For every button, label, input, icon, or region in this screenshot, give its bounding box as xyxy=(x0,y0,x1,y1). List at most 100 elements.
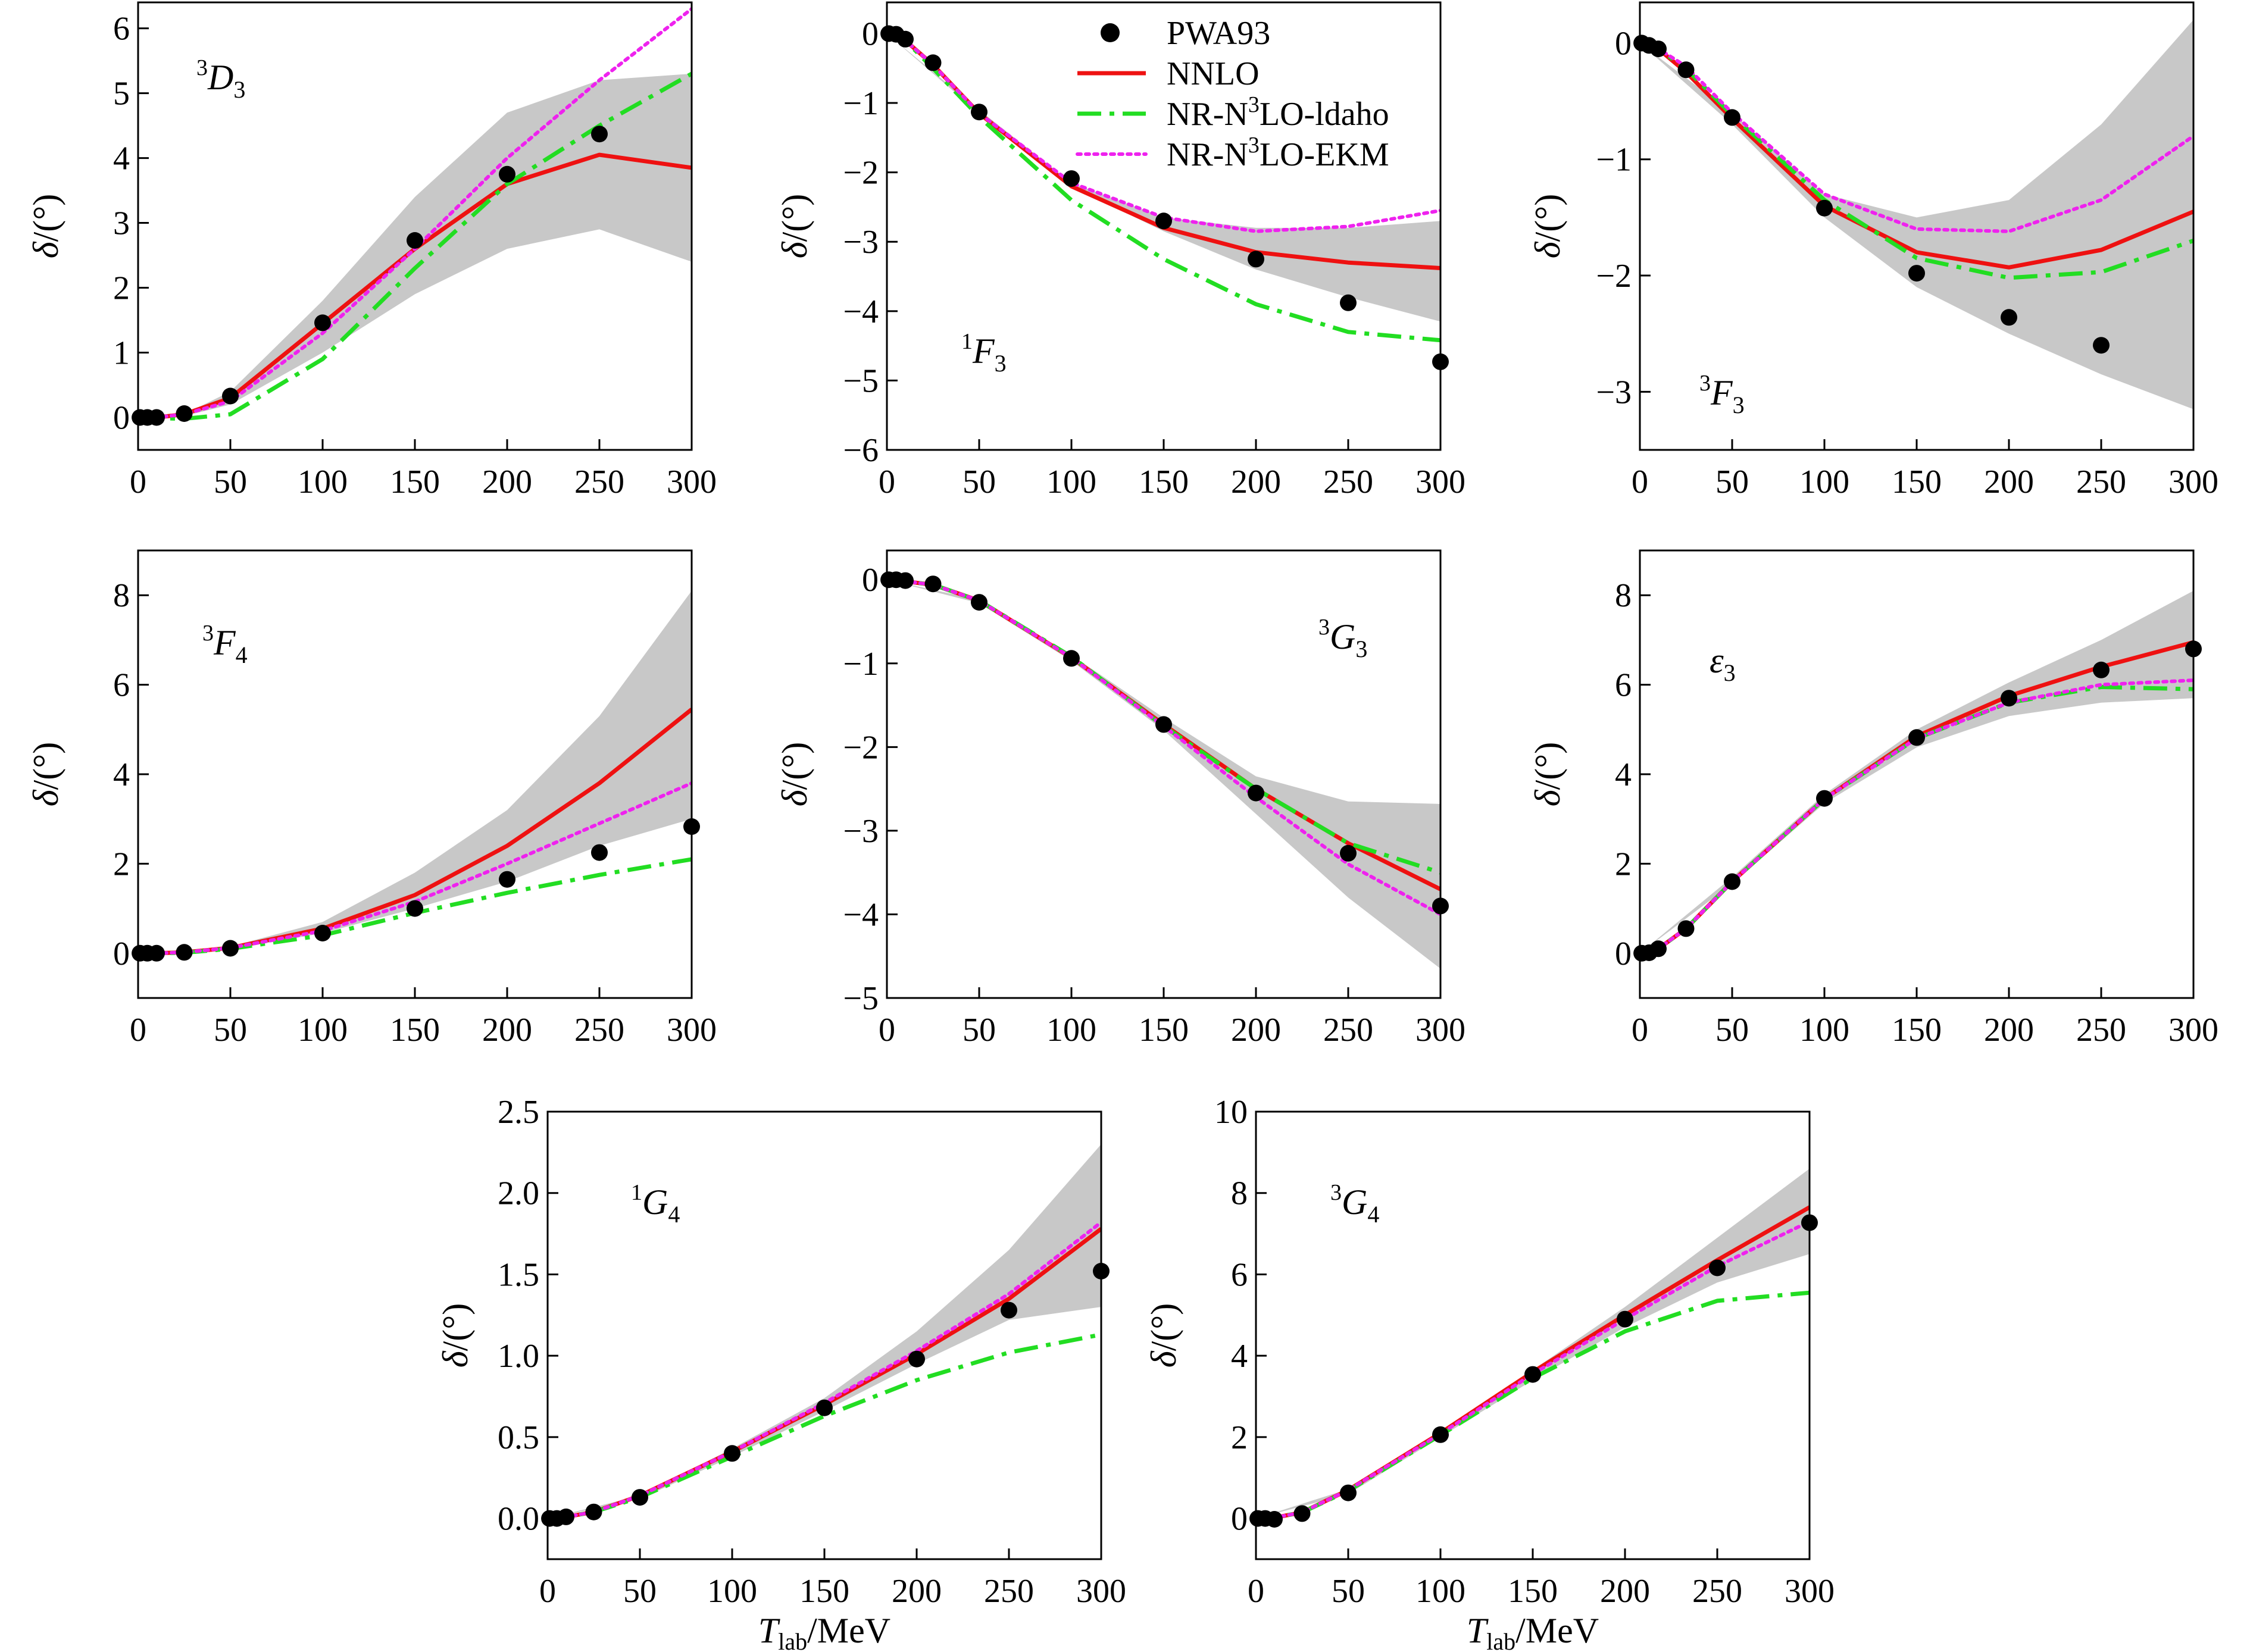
panel-3G3: 0 50 100 150 200 250 300 0 −1 −2 −3 −4 −5 δ/(°) 3G3 xyxy=(775,549,1465,1049)
y-tick-label: 6 xyxy=(113,11,130,48)
axes-frame xyxy=(1255,1110,1811,1560)
x-tick-label: 250 xyxy=(2076,1012,2126,1049)
x-tick-label: 100 xyxy=(1799,464,1849,500)
y-tick-label: 2 xyxy=(1615,846,1632,883)
x-tick-label: 0 xyxy=(1632,1012,1648,1049)
y-tick-label: 0 xyxy=(113,935,130,972)
y-tick-label: 4 xyxy=(1615,756,1632,793)
axes-frame xyxy=(1639,549,2195,999)
panel-label: 3D3 xyxy=(196,55,245,103)
data-point-pwa93 xyxy=(499,871,515,888)
series-line-ekm xyxy=(1640,678,2193,955)
legend-label: NR-N3LO-EKM xyxy=(1167,133,1389,173)
y-axis-label: δ/(°) xyxy=(26,194,65,259)
y-tick-label: 10 xyxy=(1214,1094,1248,1131)
data-point-pwa93 xyxy=(816,1399,833,1416)
y-tick-label: −1 xyxy=(1596,142,1632,179)
y-axis-label: δ/(°) xyxy=(26,742,65,807)
x-tick-label: 200 xyxy=(1984,1012,2034,1049)
y-tick-label: −2 xyxy=(843,155,879,192)
data-point-pwa93 xyxy=(1677,920,1695,937)
data-point-pwa93 xyxy=(176,405,193,422)
data-point-pwa93 xyxy=(1524,1366,1541,1383)
x-tick-label: 250 xyxy=(574,464,624,500)
x-tick-label: 150 xyxy=(390,1012,440,1049)
x-tick-label: 300 xyxy=(2168,464,2218,500)
data-point-pwa93 xyxy=(1677,61,1695,79)
y-tick-label: 4 xyxy=(1231,1338,1248,1375)
y-tick-label: 2 xyxy=(113,846,130,883)
axes-frame xyxy=(886,549,1442,999)
y-tick-label: −1 xyxy=(843,646,879,683)
data-point-pwa93 xyxy=(591,844,608,861)
data-point-pwa93 xyxy=(632,1489,648,1506)
y-tick-label: −3 xyxy=(843,224,879,261)
y-tick-label: 0 xyxy=(1615,25,1632,62)
legend-entry-ekm: NR-N3LO-EKM xyxy=(1076,133,1389,173)
legend-entry-pwa: PWA93 xyxy=(1101,15,1270,52)
legend-entry-idaho: NR-N3LO-ldaho xyxy=(1077,92,1389,133)
x-tick-label: 250 xyxy=(1323,1012,1373,1049)
y-tick-label: 0 xyxy=(1231,1501,1248,1538)
x-tick-label: 100 xyxy=(1415,1573,1465,1610)
panel-3G4: 0 50 100 150 200 250 300 0 2 4 6 8 10 δ/(°) Tlab/MeV 3G… xyxy=(1144,1094,1835,1652)
data-point-pwa93 xyxy=(971,594,988,611)
panel-eps3: 0 50 100 150 200 250 300 0 2 4 6 8 δ/(°) ε3 xyxy=(1528,549,2218,1049)
y-tick-label: −4 xyxy=(843,293,879,330)
y-tick-label: −4 xyxy=(843,896,879,933)
plot-area xyxy=(1256,1168,1810,1521)
x-tick-label: 200 xyxy=(1231,464,1281,500)
y-tick-label: 0 xyxy=(1615,935,1632,972)
x-tick-label: 100 xyxy=(707,1573,757,1610)
data-point-pwa93 xyxy=(148,409,165,426)
x-tick-label: 0 xyxy=(879,1012,895,1049)
y-tick-label: 6 xyxy=(113,667,130,704)
data-point-pwa93 xyxy=(924,54,942,71)
panel-label: 3G3 xyxy=(1318,615,1367,662)
y-tick-label: 2.5 xyxy=(498,1094,539,1131)
x-tick-label: 150 xyxy=(390,464,440,500)
y-tick-label: 8 xyxy=(1231,1175,1248,1212)
data-point-pwa93 xyxy=(1155,716,1172,733)
data-point-pwa93 xyxy=(1063,170,1080,187)
data-point-pwa93 xyxy=(591,126,608,143)
series-line-idaho xyxy=(138,71,692,421)
data-point-pwa93 xyxy=(1816,790,1833,807)
uncertainty-band xyxy=(138,590,692,953)
y-tick-label: −2 xyxy=(843,729,879,766)
y-tick-label: 2 xyxy=(1231,1419,1248,1456)
panel-label: ε3 xyxy=(1710,641,1736,686)
y-tick-label: −3 xyxy=(843,813,879,850)
y-tick-label: 5 xyxy=(113,76,130,112)
data-point-pwa93 xyxy=(1340,844,1357,862)
y-tick-label: 3 xyxy=(113,205,130,242)
x-tick-label: 300 xyxy=(1415,1012,1465,1049)
y-tick-label: 1.0 xyxy=(498,1338,539,1375)
x-tick-label: 200 xyxy=(892,1573,942,1610)
x-tick-label: 150 xyxy=(1892,464,1942,500)
x-tick-label: 0 xyxy=(1248,1573,1264,1610)
y-tick-label: 8 xyxy=(1615,577,1632,614)
x-axis-label: Tlab/MeV xyxy=(1467,1611,1599,1652)
data-point-pwa93 xyxy=(585,1503,602,1520)
x-tick-label: 50 xyxy=(1332,1573,1365,1610)
data-point-pwa93 xyxy=(897,30,914,48)
y-tick-label: 4 xyxy=(113,756,130,793)
x-tick-label: 250 xyxy=(1692,1573,1742,1610)
y-axis-label: δ/(°) xyxy=(436,1303,475,1368)
data-point-pwa93 xyxy=(1650,40,1667,58)
x-tick-label: 200 xyxy=(482,1012,532,1049)
y-tick-label: −5 xyxy=(843,980,879,1017)
x-tick-label: 50 xyxy=(214,464,247,500)
x-tick-label: 50 xyxy=(962,464,996,500)
data-point-pwa93 xyxy=(1650,940,1667,958)
y-axis-label: δ/(°) xyxy=(775,194,814,259)
data-point-pwa93 xyxy=(1248,784,1264,802)
x-tick-label: 150 xyxy=(1892,1012,1942,1049)
data-point-pwa93 xyxy=(2093,661,2110,678)
x-tick-label: 50 xyxy=(214,1012,247,1049)
data-point-pwa93 xyxy=(1432,1426,1449,1443)
data-point-pwa93 xyxy=(1293,1505,1311,1522)
